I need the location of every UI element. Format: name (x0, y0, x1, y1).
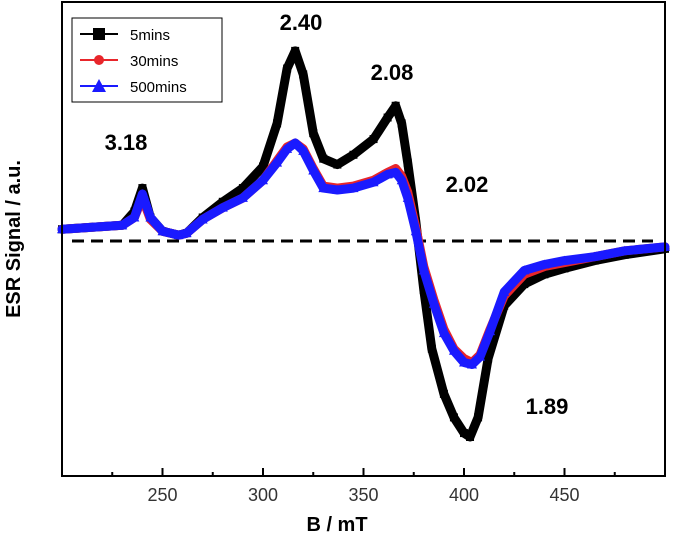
data-point-500mins (290, 138, 301, 147)
data-point-5mins (333, 160, 342, 169)
legend-marker-square (93, 28, 105, 40)
x-tick-label-350: 350 (348, 485, 378, 505)
data-point-5mins (138, 184, 147, 193)
peak-label-3-18: 3.18 (105, 130, 148, 155)
data-point-500mins (448, 345, 459, 355)
data-point-5mins (218, 197, 227, 206)
data-point-5mins (391, 101, 400, 110)
data-point-5mins (291, 46, 300, 55)
data-point-500mins (410, 226, 421, 236)
data-point-5mins (397, 119, 406, 128)
data-point-500mins (539, 259, 550, 269)
x-tick-label-300: 300 (248, 485, 278, 505)
data-point-500mins (418, 265, 429, 275)
data-point-500mins (181, 228, 192, 238)
series-line-5mins (57, 46, 670, 442)
series-line-30mins (57, 138, 670, 367)
data-point-500mins (272, 157, 283, 167)
data-point-500mins (173, 230, 184, 240)
data-point-500mins (467, 359, 478, 369)
data-point-5mins (439, 389, 448, 398)
data-point-5mins (369, 135, 378, 144)
data-point-500mins (298, 145, 309, 155)
peak-label-2-02: 2.02 (446, 172, 489, 197)
data-point-5mins (419, 286, 428, 294)
data-point-500mins (197, 214, 208, 224)
data-point-500mins (589, 251, 600, 261)
data-point-500mins (157, 226, 168, 236)
data-point-500mins (559, 255, 570, 265)
data-point-500mins (87, 222, 98, 232)
data-point-5mins (259, 162, 267, 171)
data-point-500mins (129, 212, 140, 222)
data-point-5mins (299, 70, 308, 79)
data-point-5mins (449, 413, 458, 422)
data-point-5mins (403, 158, 412, 167)
legend-label-500mins: 500mins (130, 79, 187, 96)
legend: 5mins 30mins 500mins (71, 17, 223, 103)
data-point-500mins (499, 286, 510, 296)
data-point-500mins (396, 175, 407, 185)
legend-marker-triangle (92, 79, 106, 92)
peak-annotations: 3.18 2.40 2.08 2.02 1.89 (105, 10, 569, 419)
x-axis-title: B / mT (306, 514, 367, 536)
peak-label-1-89: 1.89 (526, 394, 569, 419)
data-point-500mins (332, 185, 343, 195)
data-point-500mins (117, 220, 128, 230)
data-point-5mins (309, 129, 318, 138)
x-tick-label-400: 400 (449, 485, 479, 505)
data-point-5mins (520, 280, 529, 289)
y-axis-title: ESR Signal / a.u. (3, 160, 25, 318)
data-point-500mins (368, 177, 379, 187)
data-point-5mins (383, 113, 392, 122)
data-point-5mins (349, 150, 358, 159)
data-point-500mins (459, 357, 469, 367)
x-tick-label-450: 450 (549, 485, 579, 505)
data-point-500mins (402, 192, 413, 202)
data-point-500mins (382, 169, 393, 179)
data-point-5mins (484, 354, 493, 363)
legend-label-5mins: 5mins (130, 27, 170, 44)
data-point-5mins (540, 270, 549, 279)
data-point-500mins (282, 143, 293, 153)
legend-label-30mins: 30mins (130, 53, 178, 70)
peak-label-2-08: 2.08 (371, 60, 414, 85)
series-line-500mins (57, 138, 670, 369)
data-point-5mins (238, 184, 247, 193)
data-point-500mins (258, 175, 268, 185)
data-point-500mins (390, 167, 401, 177)
data-point-500mins (428, 298, 439, 308)
peak-label-2-40: 2.40 (280, 10, 323, 35)
data-point-500mins (145, 212, 156, 222)
data-point-5mins (427, 344, 436, 353)
data-point-5mins (460, 429, 468, 438)
data-point-500mins (438, 328, 449, 338)
data-point-500mins (475, 351, 486, 361)
data-point-500mins (237, 192, 248, 202)
x-ticks-group: 250 300 350 400 450 (111, 468, 616, 505)
x-tick-label-250: 250 (147, 485, 177, 505)
data-point-5mins (560, 264, 569, 273)
data-point-500mins (318, 183, 329, 193)
data-point-5mins (466, 433, 475, 441)
data-point-500mins (619, 245, 630, 255)
data-point-500mins (137, 188, 148, 198)
data-point-5mins (283, 64, 292, 73)
data-point-5mins (273, 119, 282, 128)
data-point-500mins (485, 326, 496, 336)
data-point-500mins (308, 165, 319, 175)
data-point-5mins (474, 413, 483, 422)
data-point-5mins (319, 154, 328, 163)
series-group (57, 46, 670, 442)
legend-marker-circle (94, 55, 104, 65)
data-point-500mins (348, 183, 359, 193)
data-point-500mins (217, 202, 228, 212)
data-point-500mins (519, 265, 530, 275)
